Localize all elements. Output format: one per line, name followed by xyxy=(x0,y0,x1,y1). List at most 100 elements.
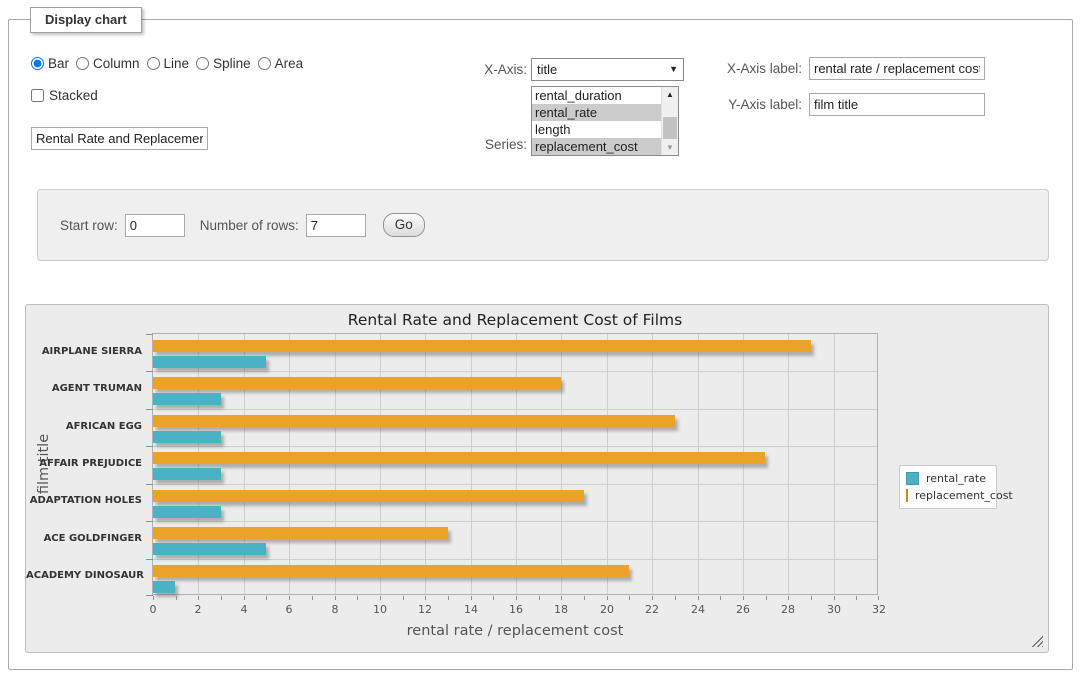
chart-type-label: Column xyxy=(93,56,140,71)
x-axis-tick xyxy=(607,596,608,600)
chart-type-radio-line[interactable] xyxy=(147,57,160,70)
legend-label: replacement_cost xyxy=(915,489,1013,502)
x-axis-tick xyxy=(312,596,313,600)
bar-rental_rate xyxy=(153,393,221,405)
chart-type-radio-area[interactable] xyxy=(258,57,271,70)
chart-type-bar[interactable]: Bar xyxy=(31,56,69,71)
y-axis-field-label: Y-Axis label: xyxy=(706,93,802,116)
legend-swatch-replacement_cost xyxy=(906,489,908,502)
chart-type-radio-spline[interactable] xyxy=(196,57,209,70)
category-label: ADAPTATION HOLES xyxy=(26,495,142,506)
bar-rental_rate xyxy=(153,431,221,443)
gridline-vertical xyxy=(516,334,517,594)
gridline-vertical xyxy=(743,334,744,594)
start-row-input[interactable] xyxy=(125,214,185,237)
series-scrollbar[interactable]: ▲ ▼ xyxy=(661,87,678,155)
x-axis-tick xyxy=(629,596,630,600)
scroll-down-icon[interactable]: ▼ xyxy=(662,140,678,155)
series-option-rental_rate[interactable]: rental_rate xyxy=(532,104,661,121)
fieldset-legend: Display chart xyxy=(30,7,142,33)
chart-type-spline[interactable]: Spline xyxy=(196,56,251,71)
bar-replacement_cost xyxy=(153,415,675,427)
x-axis-tick xyxy=(221,596,222,600)
x-tick-label: 8 xyxy=(320,603,350,616)
go-button[interactable]: Go xyxy=(383,213,425,237)
x-axis-tick xyxy=(357,596,358,600)
x-axis-tick xyxy=(834,596,835,600)
chart-type-area[interactable]: Area xyxy=(258,56,304,71)
stacked-option[interactable]: Stacked xyxy=(31,88,98,103)
chart-type-label: Bar xyxy=(48,56,69,71)
y-axis-tick xyxy=(146,595,153,596)
chart-type-radio-bar[interactable] xyxy=(31,57,44,70)
x-axis-tick xyxy=(425,596,426,600)
series-listbox[interactable]: rental_durationrental_ratelengthreplacem… xyxy=(531,86,679,156)
bar-replacement_cost xyxy=(153,565,629,577)
y-axis-tick xyxy=(146,521,153,522)
scrollbar-thumb[interactable] xyxy=(663,117,677,139)
scrollbar-track[interactable] xyxy=(662,102,678,140)
category-label: AFFAIR PREJUDICE xyxy=(26,458,142,469)
chart-title-input[interactable] xyxy=(31,127,208,150)
num-rows-input[interactable] xyxy=(306,214,366,237)
x-axis-tick xyxy=(766,596,767,600)
bar-replacement_cost xyxy=(153,490,584,502)
gridline-horizontal xyxy=(153,446,877,447)
gridline-vertical xyxy=(834,334,835,594)
x-axis-tick xyxy=(811,596,812,600)
x-axis-tick xyxy=(584,596,585,600)
x-axis-tick xyxy=(176,596,177,600)
x-axis-tick xyxy=(493,596,494,600)
x-axis-tick xyxy=(698,596,699,600)
x-axis-tick xyxy=(244,596,245,600)
series-option-replacement_cost[interactable]: replacement_cost xyxy=(532,138,661,155)
chart-type-radio-group: Bar Column Line Spline Area xyxy=(31,56,310,71)
x-tick-label: 18 xyxy=(546,603,576,616)
series-label: Series: xyxy=(433,136,527,153)
x-axis-tick xyxy=(720,596,721,600)
x-axis-tick xyxy=(743,596,744,600)
series-option-length[interactable]: length xyxy=(532,121,661,138)
chart-type-label: Area xyxy=(275,56,304,71)
gridline-vertical xyxy=(198,334,199,594)
x-axis-tick xyxy=(561,596,562,600)
x-axis-tick xyxy=(539,596,540,600)
legend-item: replacement_cost xyxy=(900,487,996,504)
bar-rental_rate xyxy=(153,581,175,593)
x-axis-tick xyxy=(471,596,472,600)
category-label: ACADEMY DINOSAUR xyxy=(26,570,142,581)
legend-swatch-rental_rate xyxy=(906,472,919,485)
chart-panel: Rental Rate and Replacement Cost of Film… xyxy=(25,304,1049,653)
gridline-horizontal xyxy=(153,371,877,372)
y-axis-tick xyxy=(146,559,153,560)
gridline-vertical xyxy=(607,334,608,594)
y-axis-tick xyxy=(146,446,153,447)
resize-handle-icon[interactable] xyxy=(1031,635,1043,647)
x-tick-label: 26 xyxy=(728,603,758,616)
y-axis-tick xyxy=(146,409,153,410)
x-axis-selected-value: title xyxy=(537,59,557,80)
scroll-up-icon[interactable]: ▲ xyxy=(662,87,678,102)
bar-rental_rate xyxy=(153,468,221,480)
legend-label: rental_rate xyxy=(926,472,986,485)
plot-area: 02468101214161820222426283032 xyxy=(152,333,878,595)
x-tick-label: 32 xyxy=(864,603,894,616)
chart-type-line[interactable]: Line xyxy=(147,56,190,71)
gridline-vertical xyxy=(244,334,245,594)
x-axis-tick xyxy=(788,596,789,600)
x-axis-tick xyxy=(856,596,857,600)
gridline-horizontal xyxy=(153,484,877,485)
series-option-rental_duration[interactable]: rental_duration xyxy=(532,87,661,104)
x-axis-select[interactable]: title ▼ xyxy=(531,58,684,81)
stacked-label: Stacked xyxy=(49,88,98,103)
bar-replacement_cost xyxy=(153,527,448,539)
x-tick-label: 2 xyxy=(183,603,213,616)
x-axis-label-field[interactable] xyxy=(809,57,985,80)
chart-type-radio-column[interactable] xyxy=(76,57,89,70)
gridline-vertical xyxy=(652,334,653,594)
stacked-checkbox[interactable] xyxy=(31,89,44,102)
chart-type-column[interactable]: Column xyxy=(76,56,140,71)
x-axis-title: rental rate / replacement cost xyxy=(152,623,878,639)
y-axis-label-field[interactable] xyxy=(809,93,985,116)
bar-replacement_cost xyxy=(153,377,561,389)
